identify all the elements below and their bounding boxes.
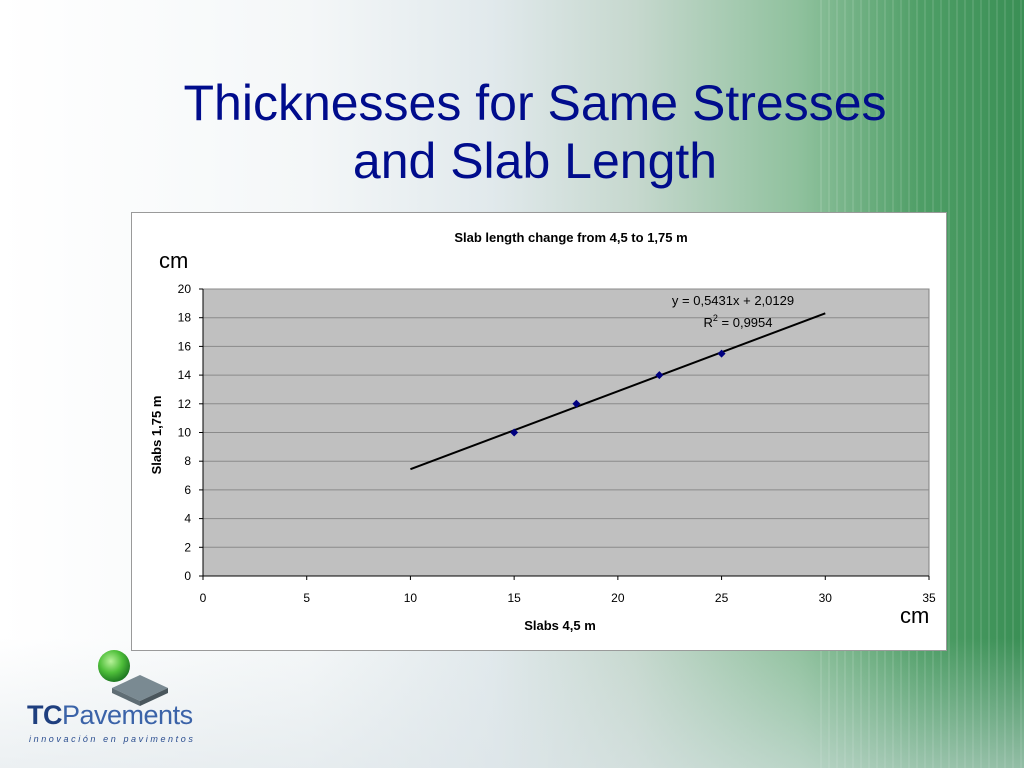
x-tick-label: 35	[922, 591, 936, 605]
chart-title: Slab length change from 4,5 to 1,75 m	[454, 230, 687, 245]
y-tick-label: 6	[184, 483, 191, 497]
slide-title-line2: and Slab Length	[352, 133, 718, 189]
x-tick-label: 30	[819, 591, 833, 605]
x-tick-labels: 0 5 10 15 20 25 30 35	[200, 591, 936, 605]
y-tick-label: 18	[178, 311, 192, 325]
y-axis-label: Slabs 1,75 m	[149, 396, 164, 475]
y-tick-label: 12	[178, 397, 192, 411]
r2-superscript: 2	[713, 313, 718, 323]
data-point	[655, 371, 664, 380]
background-wash	[0, 638, 1024, 768]
axes	[202, 289, 929, 577]
logo-brand-pavements: Pavements	[62, 700, 193, 730]
x-axis-label: Slabs 4,5 m	[524, 618, 596, 633]
y-tick-label: 2	[184, 540, 191, 554]
y-tick-label: 8	[184, 454, 191, 468]
data-point	[717, 349, 726, 358]
x-unit-label: cm	[900, 603, 930, 628]
gridlines	[199, 288, 930, 580]
y-tick-label: 20	[178, 282, 192, 296]
y-tick-label: 14	[178, 368, 192, 382]
x-tick-label: 15	[507, 591, 521, 605]
chart-panel: Slab length change from 4,5 to 1,75 m 0 2…	[131, 212, 947, 651]
r2-value: = 0,9954	[718, 315, 773, 330]
y-tick-label: 10	[178, 426, 192, 440]
logo-brand-tc: TC	[27, 700, 63, 730]
x-tick-label: 10	[404, 591, 418, 605]
trendline-r2: R2 = 0,9954	[704, 313, 773, 330]
x-tick-label: 20	[611, 591, 625, 605]
y-tick-label: 0	[184, 569, 191, 583]
trendline	[410, 312, 826, 471]
tcpavements-logo-icon	[98, 650, 168, 706]
logo-tagline: innovación en pavimentos	[29, 734, 196, 744]
scatter-chart: Slab length change from 4,5 to 1,75 m 0 2…	[149, 230, 936, 633]
r2-prefix: R	[704, 315, 713, 330]
x-tick-label: 25	[715, 591, 729, 605]
y-tick-label: 16	[178, 339, 192, 353]
trendline-equation: y = 0,5431x + 2,0129	[672, 293, 794, 308]
y-tick-labels: 0 2 4 6 8 10 12 14 16 18 20	[178, 282, 192, 583]
logo-brand: TCPavements	[27, 700, 193, 731]
x-tick-label: 5	[303, 591, 310, 605]
y-tick-label: 4	[184, 512, 191, 526]
slide-title: Thicknesses for Same Stresses and Slab L…	[100, 74, 970, 190]
slide-title-line1: Thicknesses for Same Stresses	[183, 75, 887, 131]
y-unit-label: cm	[159, 248, 189, 273]
data-point	[572, 399, 581, 408]
x-tick-label: 0	[200, 591, 207, 605]
